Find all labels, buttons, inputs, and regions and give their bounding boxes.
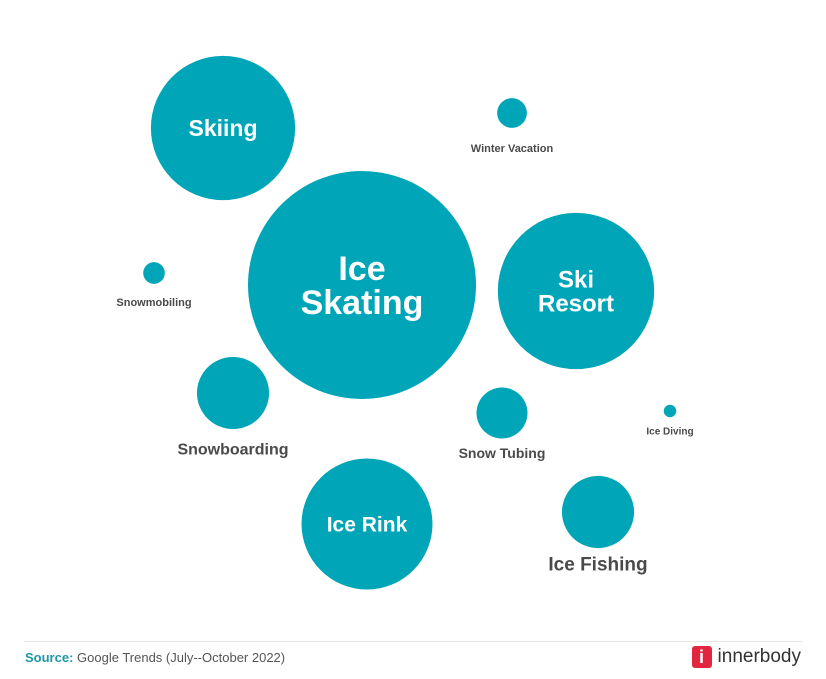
bubble-label: Ice Skating <box>301 250 424 322</box>
bubble-label: Ice Fishing <box>548 555 647 576</box>
bubble-ice-diving <box>663 404 677 418</box>
bubble-label: Skiing <box>188 115 257 141</box>
bubble-ice-skating <box>248 171 476 399</box>
bubble-snowmobiling <box>143 262 165 284</box>
logo-mark-icon: i <box>691 646 712 668</box>
bubble-chart: Ice Skating Ski Resort Skiing Ice Rink Ice Fis… <box>116 55 694 590</box>
source-label: Source: <box>25 650 74 665</box>
bubble-snow-tubing <box>476 387 528 439</box>
divider <box>24 641 802 642</box>
source-note: Source: Google Trends (July--October 202… <box>25 650 285 665</box>
bubble-winter-vacation <box>497 98 527 128</box>
bubble-label: Snowmobiling <box>116 297 191 309</box>
logo-text: innerbody <box>717 646 801 667</box>
bubble-skiing <box>150 55 296 201</box>
bubble-label: Ice Diving <box>646 427 693 438</box>
bubble-label: Ski Resort <box>538 266 614 317</box>
bubble-ice-fishing <box>561 475 635 549</box>
bubble-label: Ice Rink <box>327 513 408 536</box>
bubble-label: Winter Vacation <box>471 143 554 155</box>
bubble-ice-rink <box>301 458 433 590</box>
bubble-label: Snow Tubing <box>459 445 546 461</box>
innerbody-logo: i innerbody <box>691 646 801 668</box>
source-text: Google Trends (July--October 2022) <box>73 650 286 665</box>
bubble-ski-resort <box>497 212 655 370</box>
bubble-snowboarding <box>196 356 270 430</box>
bubble-label: Snowboarding <box>177 442 288 459</box>
